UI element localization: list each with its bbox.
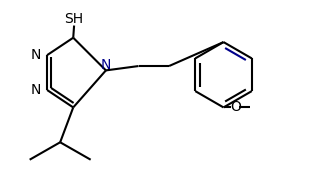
Text: N: N	[101, 58, 111, 72]
Text: N: N	[31, 48, 41, 62]
Text: SH: SH	[65, 12, 84, 26]
Text: O: O	[230, 100, 241, 114]
Text: N: N	[31, 83, 41, 97]
